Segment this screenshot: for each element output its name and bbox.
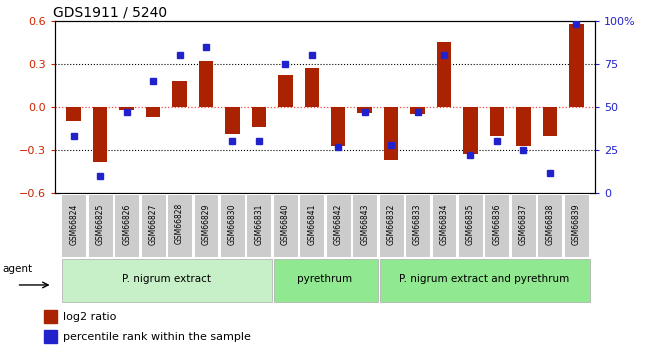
FancyBboxPatch shape	[326, 194, 350, 257]
Bar	[278, 75, 292, 107]
Text: GSM66832: GSM66832	[387, 203, 396, 245]
FancyBboxPatch shape	[564, 194, 589, 257]
FancyBboxPatch shape	[352, 194, 377, 257]
Text: GSM66835: GSM66835	[466, 203, 475, 245]
FancyBboxPatch shape	[167, 194, 192, 257]
Text: GSM66825: GSM66825	[96, 203, 105, 245]
Text: GSM66828: GSM66828	[175, 203, 184, 245]
Bar	[304, 68, 319, 107]
Bar	[44, 310, 57, 323]
Text: GSM66831: GSM66831	[254, 203, 263, 245]
Text: agent: agent	[3, 264, 33, 274]
Bar	[543, 107, 557, 136]
Text: P. nigrum extract: P. nigrum extract	[122, 274, 211, 284]
Text: GSM66839: GSM66839	[572, 203, 580, 245]
FancyBboxPatch shape	[114, 194, 139, 257]
Text: GSM66829: GSM66829	[202, 203, 211, 245]
Text: GSM66837: GSM66837	[519, 203, 528, 245]
FancyBboxPatch shape	[274, 259, 378, 302]
Text: GSM66826: GSM66826	[122, 203, 131, 245]
Bar	[44, 330, 57, 343]
Text: GSM66833: GSM66833	[413, 203, 422, 245]
FancyBboxPatch shape	[379, 194, 404, 257]
Text: GDS1911 / 5240: GDS1911 / 5240	[53, 6, 166, 20]
Text: GSM66840: GSM66840	[281, 203, 290, 245]
Bar	[516, 107, 530, 146]
Bar	[437, 42, 451, 107]
Bar	[66, 107, 81, 121]
FancyBboxPatch shape	[140, 194, 166, 257]
Text: GSM66836: GSM66836	[493, 203, 501, 245]
FancyBboxPatch shape	[511, 194, 536, 257]
Text: P. nigrum extract and pyrethrum: P. nigrum extract and pyrethrum	[398, 274, 569, 284]
Text: GSM66824: GSM66824	[70, 203, 78, 245]
FancyBboxPatch shape	[432, 194, 456, 257]
Text: percentile rank within the sample: percentile rank within the sample	[63, 332, 251, 342]
Text: GSM66834: GSM66834	[439, 203, 448, 245]
Bar	[358, 107, 372, 113]
Text: log2 ratio: log2 ratio	[63, 312, 116, 322]
Text: GSM66842: GSM66842	[333, 203, 343, 245]
FancyBboxPatch shape	[62, 259, 272, 302]
FancyBboxPatch shape	[300, 194, 324, 257]
Bar	[172, 81, 187, 107]
Text: GSM66843: GSM66843	[360, 203, 369, 245]
Bar	[120, 107, 134, 110]
Bar	[410, 107, 425, 114]
Bar	[146, 107, 161, 117]
Text: GSM66827: GSM66827	[149, 203, 157, 245]
Bar	[252, 107, 266, 127]
FancyBboxPatch shape	[246, 194, 271, 257]
FancyBboxPatch shape	[405, 194, 430, 257]
Bar	[569, 23, 584, 107]
FancyBboxPatch shape	[88, 194, 112, 257]
FancyBboxPatch shape	[220, 194, 245, 257]
FancyBboxPatch shape	[273, 194, 298, 257]
FancyBboxPatch shape	[538, 194, 562, 257]
FancyBboxPatch shape	[61, 194, 86, 257]
Bar	[384, 107, 398, 160]
FancyBboxPatch shape	[380, 259, 590, 302]
Text: GSM66830: GSM66830	[228, 203, 237, 245]
Bar	[225, 107, 240, 134]
Bar	[199, 61, 213, 107]
FancyBboxPatch shape	[484, 194, 510, 257]
Bar	[463, 107, 478, 155]
Text: GSM66841: GSM66841	[307, 203, 317, 245]
Bar	[93, 107, 107, 161]
Text: pyrethrum: pyrethrum	[298, 274, 352, 284]
Bar	[331, 107, 346, 146]
Bar	[489, 107, 504, 136]
FancyBboxPatch shape	[194, 194, 218, 257]
FancyBboxPatch shape	[458, 194, 483, 257]
Text: GSM66838: GSM66838	[545, 203, 554, 245]
